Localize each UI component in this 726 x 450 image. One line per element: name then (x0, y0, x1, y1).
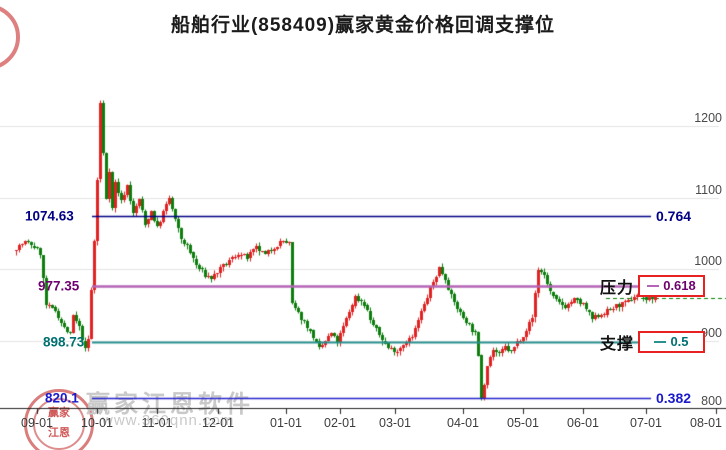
page-title: 船舶行业(858409)赢家黄金价格回调支撑位 (170, 15, 556, 36)
